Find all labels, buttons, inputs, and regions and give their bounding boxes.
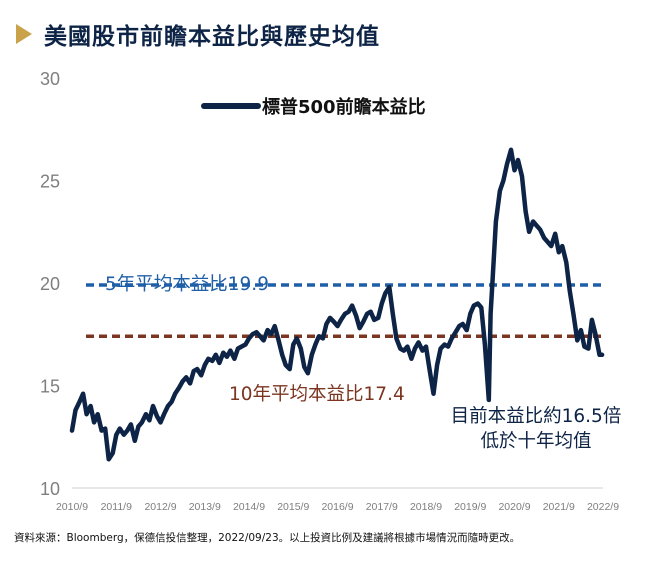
x-tick-label: 2020/9	[498, 501, 530, 513]
x-tick-label: 2010/9	[56, 501, 88, 513]
avg-10yr-label: 10年平均本益比17.4	[229, 384, 405, 405]
chart-title: 美國股市前瞻本益比與歷史均值	[44, 24, 380, 50]
avg-5yr-label: 5年平均本益比19.9	[105, 274, 269, 295]
source-note: 資料來源：Bloomberg，保德信投信整理，2022/09/23。以上投資比例…	[14, 532, 521, 544]
legend-label: 標普500前瞻本益比	[262, 96, 426, 118]
y-tick-label: 15	[40, 377, 60, 397]
x-tick-label: 2011/9	[101, 501, 132, 513]
x-tick-label: 2017/9	[366, 501, 398, 513]
x-tick-label: 2019/9	[454, 501, 486, 513]
y-tick-label: 25	[40, 172, 60, 192]
x-tick-label: 2013/9	[189, 501, 221, 513]
x-tick-label: 2018/9	[410, 501, 442, 513]
annotation-below-average: 低於十年均值	[480, 431, 591, 452]
x-tick-label: 2022/9	[587, 501, 619, 513]
x-tick-label: 2014/9	[233, 501, 265, 513]
title-triangle-icon	[16, 24, 32, 44]
y-tick-label: 20	[40, 274, 60, 294]
chart-title-row: 美國股市前瞻本益比與歷史均值	[16, 14, 380, 54]
pe-ratio-series-line	[69, 147, 605, 462]
y-tick-label: 30	[40, 69, 60, 89]
x-tick-label: 2016/9	[321, 501, 353, 513]
x-tick-label: 2012/9	[144, 501, 176, 513]
x-tick-label: 2015/9	[277, 501, 309, 513]
annotation-current-pe: 目前本益比約16.5倍	[451, 406, 622, 427]
x-tick-label: 2021/9	[543, 501, 575, 513]
y-tick-label: 10	[40, 479, 60, 499]
